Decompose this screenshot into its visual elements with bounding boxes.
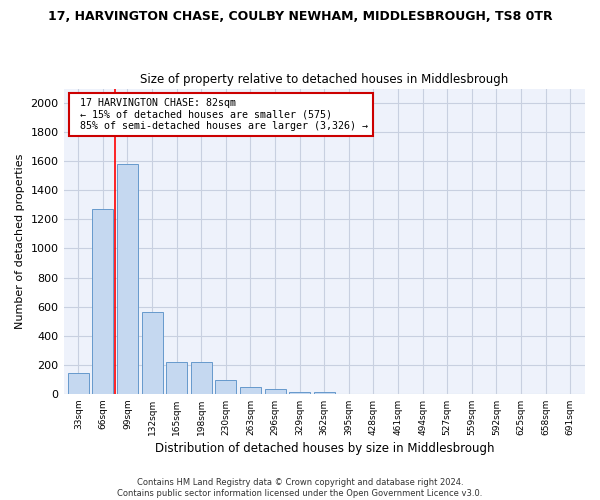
Bar [289,392,310,394]
X-axis label: Distribution of detached houses by size in Middlesbrough: Distribution of detached houses by size … [155,442,494,455]
Text: 17, HARVINGTON CHASE, COULBY NEWHAM, MIDDLESBROUGH, TS8 0TR: 17, HARVINGTON CHASE, COULBY NEWHAM, MID… [47,10,553,23]
Bar [92,209,113,394]
Bar [191,362,212,394]
Y-axis label: Number of detached properties: Number of detached properties [15,154,25,329]
Bar [240,386,261,394]
Text: Contains HM Land Registry data © Crown copyright and database right 2024.
Contai: Contains HM Land Registry data © Crown c… [118,478,482,498]
Bar [142,312,163,394]
Bar [68,374,89,394]
Text: 17 HARVINGTON CHASE: 82sqm
 ← 15% of detached houses are smaller (575)
 85% of s: 17 HARVINGTON CHASE: 82sqm ← 15% of deta… [74,98,368,131]
Title: Size of property relative to detached houses in Middlesbrough: Size of property relative to detached ho… [140,73,508,86]
Bar [117,164,138,394]
Bar [215,380,236,394]
Bar [265,390,286,394]
Bar [314,392,335,394]
Bar [166,362,187,394]
